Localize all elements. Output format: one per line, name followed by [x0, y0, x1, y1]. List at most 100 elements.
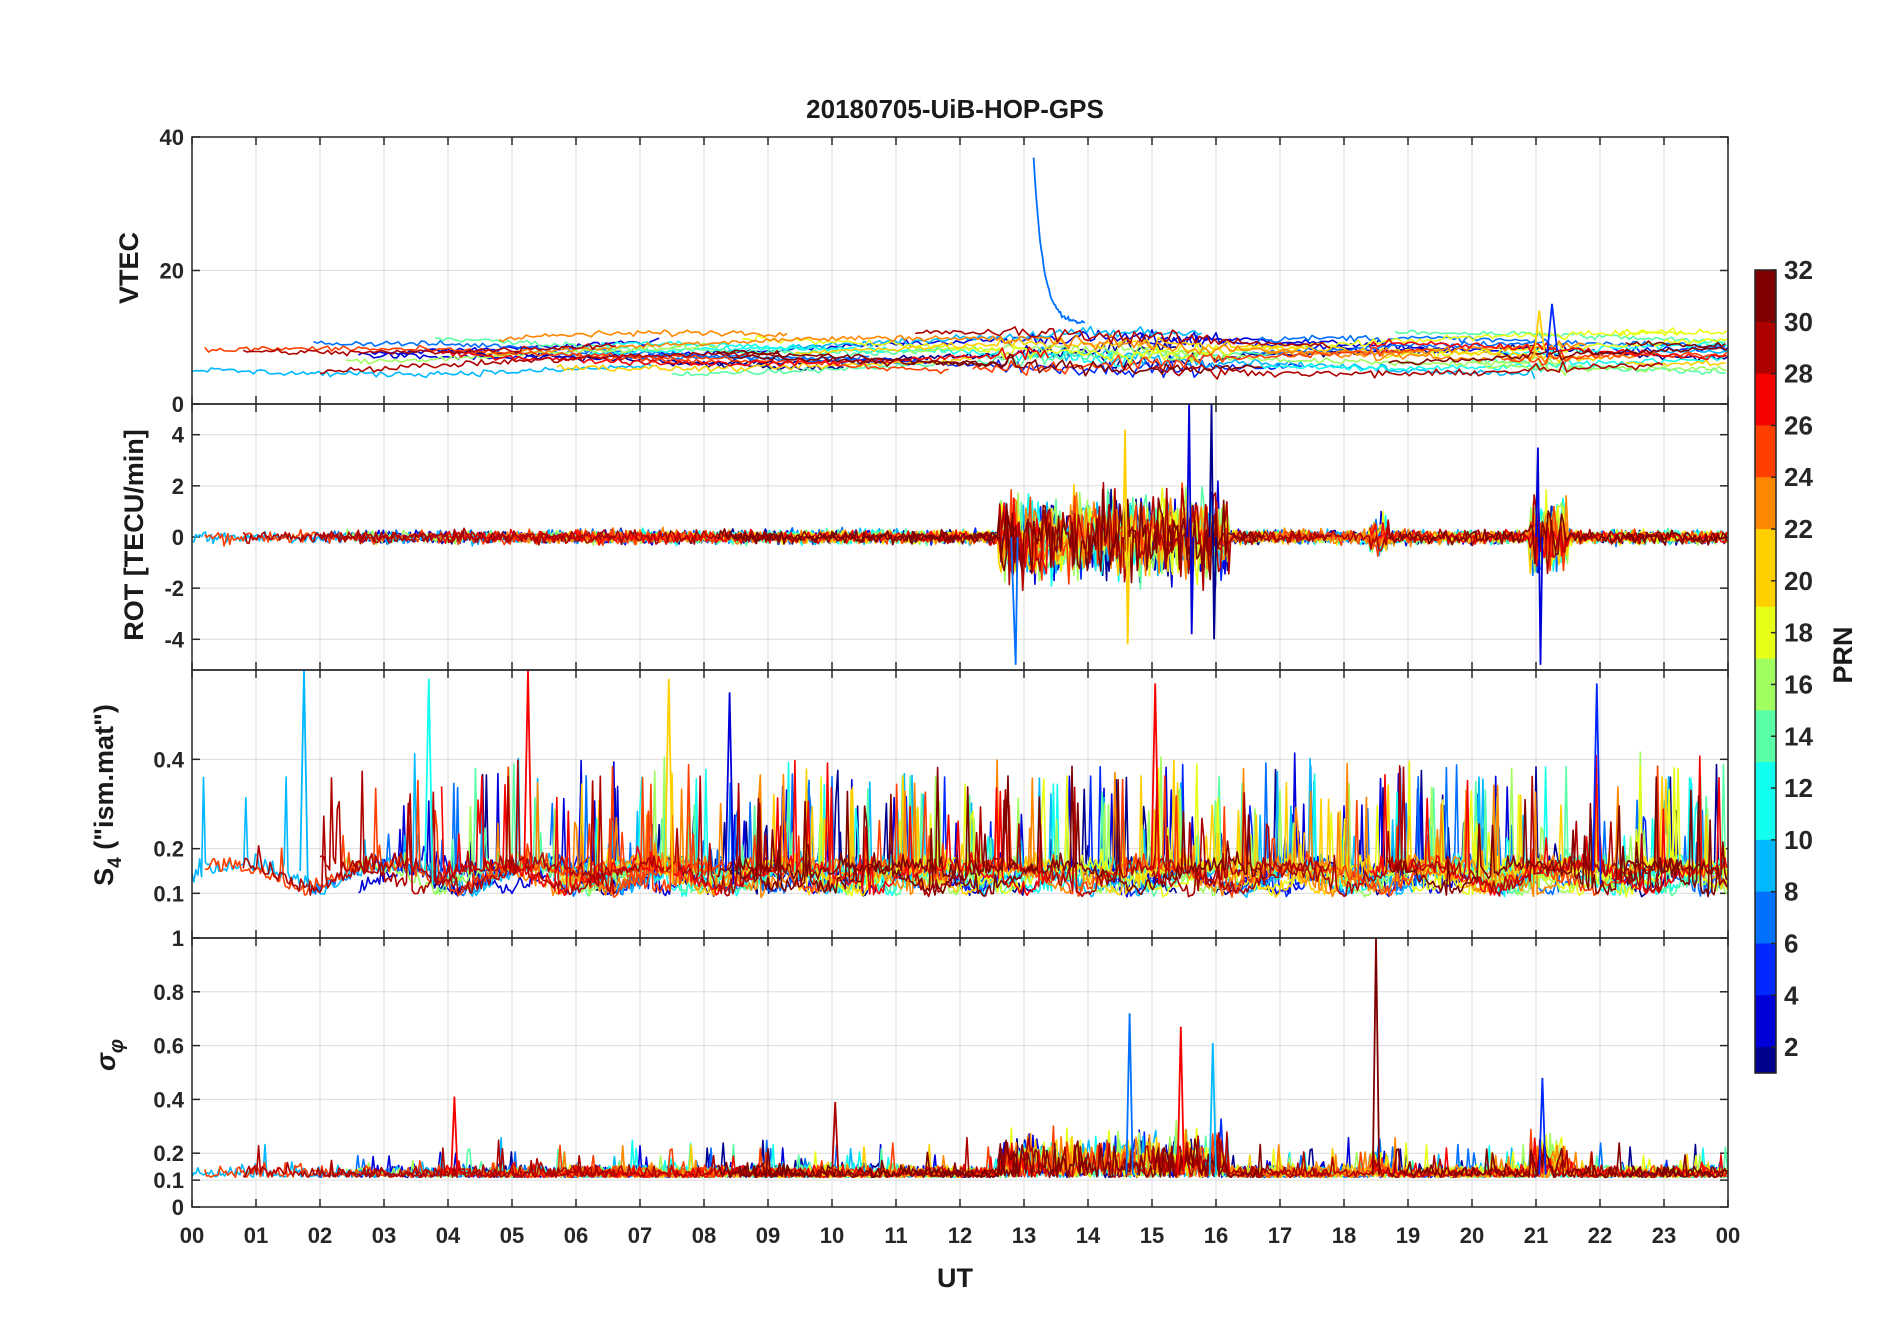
colorbar-swatch: [1755, 399, 1776, 427]
s4-spike: [1592, 683, 1602, 885]
x-tick-label: 11: [884, 1223, 907, 1248]
rot-ylabel: ROT [TECU/min]: [119, 429, 149, 640]
sigma-phi-ylabel: σφ: [91, 1039, 128, 1071]
vtec-series-prn-22: [793, 336, 1305, 356]
s4-series-prn-31: [716, 765, 1265, 897]
s4-series-prn-24: [498, 773, 788, 897]
s4-ytick-label: 0.4: [153, 747, 184, 772]
colorbar-tick-label: 6: [1784, 928, 1798, 958]
x-tick-label: 10: [820, 1223, 844, 1248]
s4-spike: [724, 692, 735, 885]
rot-ytick-label: -2: [164, 576, 184, 601]
vtec-series-prn-24: [498, 329, 788, 343]
colorbar-tick-label: 2: [1784, 1032, 1798, 1062]
panel-vtec: 0 20 40: [160, 125, 1729, 417]
sigma_phi-ytick-label: 0.1: [153, 1168, 184, 1193]
sigma-spike: [1371, 937, 1381, 1175]
vtec-series-prn-8: [1254, 331, 1544, 344]
colorbar-swatch: [1755, 373, 1776, 401]
x-tick-label: 17: [1268, 1223, 1292, 1248]
colorbar-tick-label: 18: [1784, 618, 1813, 648]
colorbar-tick-label: 20: [1784, 566, 1813, 596]
colorbar-swatch: [1755, 529, 1776, 556]
x-tick-label: 14: [1076, 1223, 1101, 1248]
colorbar-swatch: [1755, 347, 1776, 375]
vtec-series-prn-26: [972, 346, 1434, 376]
panel-sigma-phi: 00.10.2 0.4 0.6 0.8 1: [153, 926, 1729, 1220]
rot-series-prn-32: [729, 515, 1019, 572]
x-tick-label: 07: [628, 1223, 652, 1248]
rot-spike: [1186, 403, 1195, 635]
s4-spike: [424, 678, 434, 885]
x-tick-label: 03: [372, 1223, 396, 1248]
rot-ytick-label: 4: [172, 423, 185, 448]
sigma_phi-ytick-label: 0: [172, 1195, 184, 1220]
s4-series-prn-26: [204, 763, 716, 898]
colorbar-swatch: [1755, 451, 1776, 478]
chart-title: 20180705-UiB-HOP-GPS: [806, 94, 1104, 124]
vtec-series-prn-19: [1138, 329, 1685, 358]
s4-ylabel: S4 ("ism.mat"): [89, 704, 126, 886]
colorbar-swatch: [1755, 606, 1776, 634]
vtec-series-prn-31: [716, 349, 1263, 377]
colorbar-tick-label: 12: [1784, 773, 1813, 803]
colorbar-tick-label: 16: [1784, 669, 1813, 699]
colorbar-swatch: [1755, 788, 1776, 815]
x-tick-label: 09: [756, 1223, 780, 1248]
colorbar-tick-label: 4: [1784, 980, 1799, 1010]
s4-spike: [299, 669, 309, 885]
x-tick-label: 06: [564, 1223, 588, 1248]
panel-rot: -4 -2 0 2 4: [164, 403, 1729, 671]
vtec-series-prn-30: [1151, 360, 1664, 380]
sigma-spike: [1538, 1077, 1547, 1175]
sigma_phi-ytick-label: 0.6: [153, 1034, 184, 1059]
colorbar-swatch: [1755, 943, 1776, 970]
x-tick-label: 13: [1012, 1223, 1036, 1248]
s4-series-prn-30: [1151, 765, 1664, 898]
colorbar-tick-label: 28: [1784, 359, 1813, 389]
sigma_phi-ytick-label: 0.2: [153, 1141, 184, 1166]
colorbar-swatch: [1755, 813, 1776, 841]
colorbar-box: [1754, 269, 1777, 1074]
vtec-spike-prn8: [1032, 157, 1086, 325]
rot-spike: [1208, 403, 1217, 640]
vtec-series-prn-17: [1144, 346, 1561, 370]
colorbar-tick-label: 32: [1784, 255, 1813, 285]
colorbar-tick-label: 26: [1784, 410, 1813, 440]
colorbar-tick-label: 30: [1784, 307, 1813, 337]
rot-ytick-label: 0: [172, 525, 184, 550]
colorbar-tick-label: 10: [1784, 825, 1813, 855]
colorbar-swatch: [1755, 969, 1776, 996]
x-tick-label: 20: [1460, 1223, 1484, 1248]
colorbar-swatch: [1755, 295, 1776, 323]
vtec-series-prn-18: [742, 334, 1201, 365]
panel-s4: 0.1 0.2 0.4: [153, 669, 1729, 939]
colorbar-swatch: [1755, 684, 1776, 711]
s4-series-prn-32: [728, 775, 1019, 896]
sigma-spike: [1176, 1026, 1185, 1175]
colorbar-swatch: [1755, 270, 1776, 297]
sigma-spike: [1208, 1042, 1217, 1175]
colorbar-tick-label: 8: [1784, 877, 1798, 907]
sigma-spike: [831, 1102, 840, 1175]
s4-series-prn-18: [741, 775, 1204, 898]
colorbar-swatch: [1755, 658, 1776, 686]
colorbar-swatch: [1755, 632, 1776, 660]
sigma-spike: [1125, 1013, 1134, 1175]
x-tick-label: 02: [308, 1223, 332, 1248]
vtec-spike-prn22: [1533, 310, 1546, 358]
rot-series-prn-32: [1625, 529, 1729, 546]
x-tick-label: 22: [1588, 1223, 1612, 1248]
x-tick-label: 16: [1204, 1223, 1228, 1248]
s4-spike: [1150, 683, 1160, 885]
x-tick-label: 05: [500, 1223, 524, 1248]
x-tick-label: 23: [1652, 1223, 1676, 1248]
vtec-series-prn-29: [915, 326, 1331, 349]
colorbar-label: PRN: [1828, 626, 1858, 683]
s4-series-prn-30: [319, 775, 782, 897]
x-tick-label: 04: [436, 1223, 461, 1248]
x-tick-label: 15: [1140, 1223, 1164, 1248]
x-tick-label: 00: [1716, 1223, 1740, 1248]
colorbar-tick-label: 22: [1784, 514, 1813, 544]
vtec-series-prn-4: [1138, 332, 1459, 356]
